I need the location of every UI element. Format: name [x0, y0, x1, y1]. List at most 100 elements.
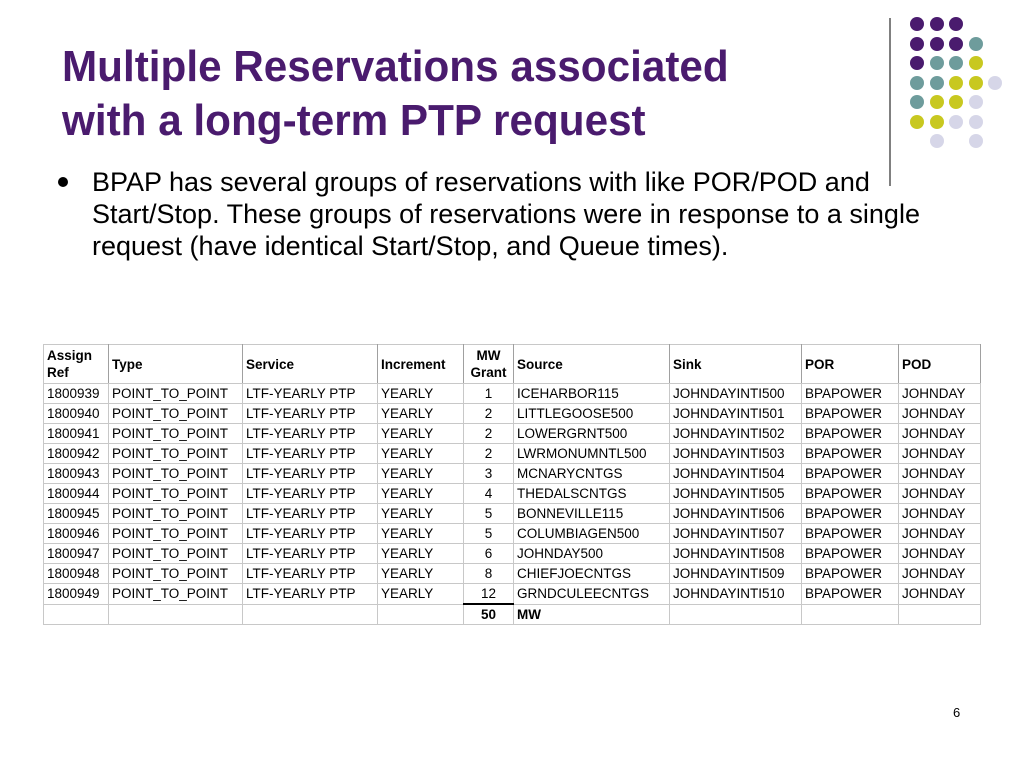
cell-type: POINT_TO_POINT: [108, 403, 243, 424]
empty-cell: [242, 603, 378, 625]
cell-por: BPAPOWER: [801, 403, 899, 424]
cell-service: LTF-YEARLY PTP: [242, 503, 378, 524]
cell-increment: YEARLY: [377, 583, 464, 605]
cell-assign-ref: 1800949: [43, 583, 109, 605]
table-header-row: Assign Ref Type Service Increment MW Gra…: [43, 344, 981, 384]
table-row: 1800943 POINT_TO_POINT LTF-YEARLY PTP YEARL…: [43, 463, 981, 484]
cell-source: LOWERGRNT500: [513, 423, 670, 444]
cell-sink: JOHNDAYINTI507: [669, 523, 802, 544]
cell-type: POINT_TO_POINT: [108, 383, 243, 404]
cell-increment: YEARLY: [377, 403, 464, 424]
reservations-table: Assign Ref Type Service Increment MW Gra…: [43, 344, 981, 625]
cell-sink: JOHNDAYINTI503: [669, 443, 802, 464]
header-source: Source: [513, 344, 670, 384]
cell-source: JOHNDAY500: [513, 543, 670, 564]
decorative-dot: [949, 36, 963, 51]
decorative-dot: [929, 95, 944, 109]
empty-cell: [801, 603, 899, 625]
decorative-dot: [988, 75, 1002, 90]
cell-service: LTF-YEARLY PTP: [242, 543, 378, 564]
cell-por: BPAPOWER: [801, 483, 899, 504]
cell-increment: YEARLY: [377, 463, 464, 484]
cell-type: POINT_TO_POINT: [108, 563, 243, 584]
cell-assign-ref: 1800943: [43, 463, 109, 484]
cell-por: BPAPOWER: [801, 503, 899, 524]
cell-sink: JOHNDAYINTI505: [669, 483, 802, 504]
decorative-dot: [968, 114, 983, 129]
cell-pod: JOHNDAY: [898, 503, 981, 524]
table-row: 1800948 POINT_TO_POINT LTF-YEARLY PTP YEARL…: [43, 563, 981, 584]
cell-mw-grant: 2: [463, 403, 514, 424]
cell-source: CHIEFJOECNTGS: [513, 563, 670, 584]
header-service: Service: [242, 344, 378, 384]
cell-service: LTF-YEARLY PTP: [242, 443, 378, 464]
decorative-dot: [910, 114, 924, 129]
decorative-dot: [910, 56, 924, 70]
cell-service: LTF-YEARLY PTP: [242, 383, 378, 404]
empty-cell: [669, 603, 802, 625]
cell-increment: YEARLY: [377, 563, 464, 584]
cell-service: LTF-YEARLY PTP: [242, 563, 378, 584]
table-row: 1800945 POINT_TO_POINT LTF-YEARLY PTP YEARL…: [43, 503, 981, 524]
cell-assign-ref: 1800945: [43, 503, 109, 524]
decorative-dot: [968, 75, 983, 90]
empty-cell: [108, 603, 243, 625]
cell-type: POINT_TO_POINT: [108, 423, 243, 444]
decorative-dot: [968, 134, 983, 148]
cell-sink: JOHNDAYINTI501: [669, 403, 802, 424]
cell-mw-grant: 1: [463, 383, 514, 404]
header-mw-grant: MW Grant: [463, 344, 514, 384]
cell-service: LTF-YEARLY PTP: [242, 463, 378, 484]
header-assign-ref: Assign Ref: [43, 344, 109, 384]
cell-type: POINT_TO_POINT: [108, 463, 243, 484]
cell-por: BPAPOWER: [801, 563, 899, 584]
decorative-dot: [910, 36, 924, 51]
cell-sink: JOHNDAYINTI508: [669, 543, 802, 564]
decorative-dot: [929, 17, 944, 31]
empty-cell: [377, 603, 464, 625]
cell-pod: JOHNDAY: [898, 423, 981, 444]
cell-assign-ref: 1800942: [43, 443, 109, 464]
header-type: Type: [108, 344, 243, 384]
cell-source: THEDALSCNTGS: [513, 483, 670, 504]
cell-pod: JOHNDAY: [898, 563, 981, 584]
cell-service: LTF-YEARLY PTP: [242, 583, 378, 605]
cell-pod: JOHNDAY: [898, 463, 981, 484]
cell-increment: YEARLY: [377, 503, 464, 524]
bullet-dot-icon: [58, 177, 68, 187]
cell-por: BPAPOWER: [801, 583, 899, 605]
header-por: POR: [801, 344, 899, 384]
decorative-dot: [910, 75, 924, 90]
cell-service: LTF-YEARLY PTP: [242, 523, 378, 544]
cell-increment: YEARLY: [377, 423, 464, 444]
cell-pod: JOHNDAY: [898, 383, 981, 404]
empty-cell: [898, 603, 981, 625]
cell-type: POINT_TO_POINT: [108, 543, 243, 564]
decorative-dot: [949, 75, 963, 90]
cell-source: BONNEVILLE115: [513, 503, 670, 524]
cell-pod: JOHNDAY: [898, 543, 981, 564]
cell-sink: JOHNDAYINTI502: [669, 423, 802, 444]
cell-sink: JOHNDAYINTI509: [669, 563, 802, 584]
cell-assign-ref: 1800940: [43, 403, 109, 424]
cell-sink: JOHNDAYINTI510: [669, 583, 802, 605]
table-row: 1800946 POINT_TO_POINT LTF-YEARLY PTP YEARL…: [43, 523, 981, 544]
cell-pod: JOHNDAY: [898, 483, 981, 504]
cell-mw-grant: 12: [463, 583, 514, 605]
decorative-dot-grid: [900, 10, 1010, 170]
cell-source: ICEHARBOR115: [513, 383, 670, 404]
cell-mw-grant: 5: [463, 523, 514, 544]
cell-mw-grant: 6: [463, 543, 514, 564]
decorative-dot: [929, 56, 944, 70]
decorative-dot: [949, 114, 963, 129]
decorative-dot: [929, 75, 944, 90]
cell-por: BPAPOWER: [801, 443, 899, 464]
header-pod: POD: [898, 344, 981, 384]
decorative-dot: [910, 95, 924, 109]
cell-pod: JOHNDAY: [898, 523, 981, 544]
header-increment: Increment: [377, 344, 464, 384]
decorative-dot: [968, 95, 983, 109]
cell-pod: JOHNDAY: [898, 403, 981, 424]
cell-pod: JOHNDAY: [898, 443, 981, 464]
table-row: 1800941 POINT_TO_POINT LTF-YEARLY PTP YEARL…: [43, 423, 981, 444]
